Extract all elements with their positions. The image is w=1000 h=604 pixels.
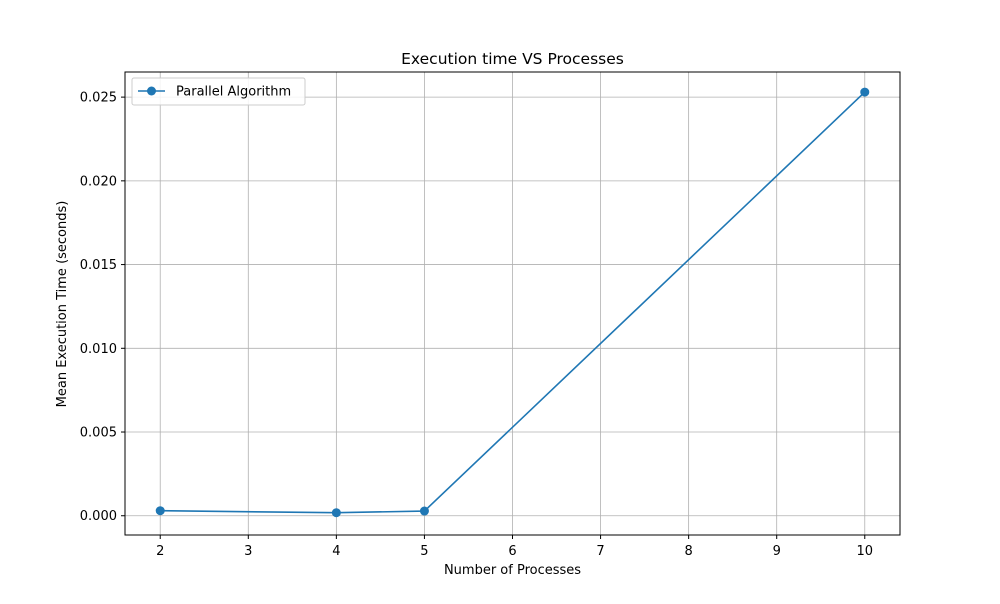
- legend-box: [131, 77, 306, 106]
- data-point-0-1: [331, 508, 341, 518]
- y-tick-label-5: 0.025: [80, 91, 117, 106]
- x-tick-label-1: 3: [244, 544, 252, 559]
- x-tick-label-3: 5: [420, 544, 428, 559]
- grid: [125, 72, 900, 535]
- series-layer: [155, 87, 870, 518]
- data-point-0-0: [155, 506, 165, 516]
- x-tick-label-8: 10: [856, 544, 873, 559]
- x-tick-label-0: 2: [156, 544, 164, 559]
- y-tick-label-3: 0.015: [80, 258, 117, 273]
- y-tick-label-0: 0.000: [80, 509, 117, 524]
- axis-ticks: 2 3 4 5 6 7 8 9 10 0.000 0.005 0.010 0.015 0.020 0.025: [80, 91, 873, 559]
- chart-title: Execution time VS Processes: [401, 50, 624, 68]
- y-tick-label-1: 0.005: [80, 426, 117, 441]
- x-tick-label-7: 9: [773, 544, 781, 559]
- legend: Parallel Algorithm: [131, 77, 306, 106]
- legend-marker-swatch: [147, 86, 156, 96]
- x-tick-label-4: 6: [508, 544, 516, 559]
- series-line-0: [160, 91, 866, 514]
- y-tick-label-2: 0.010: [80, 342, 117, 357]
- y-axis-label: Mean Execution Time (seconds): [55, 201, 70, 408]
- x-axis-label: Number of Processes: [444, 563, 581, 578]
- data-point-0-3: [860, 87, 870, 97]
- data-point-0-2: [419, 506, 429, 516]
- legend-label: Parallel Algorithm: [176, 85, 291, 100]
- x-tick-label-6: 8: [684, 544, 692, 559]
- x-tick-label-5: 7: [596, 544, 604, 559]
- y-tick-label-4: 0.020: [80, 174, 117, 189]
- x-tick-label-2: 4: [332, 544, 340, 559]
